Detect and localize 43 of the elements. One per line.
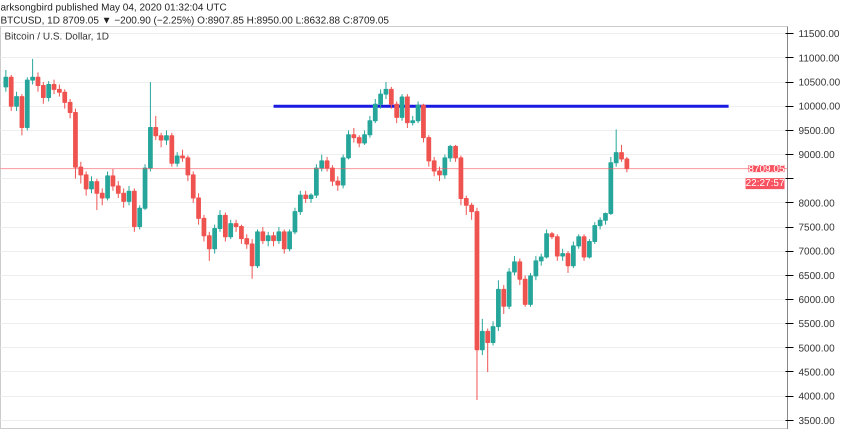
candlestick — [480, 318, 485, 356]
y-tick-label: 6500.00 — [798, 270, 836, 282]
candlestick — [174, 152, 180, 168]
candlestick — [126, 185, 132, 206]
y-tick-label: 6000.00 — [798, 295, 836, 306]
text: Bitcoin / U.S. Dollar, 1D — [4, 32, 109, 42]
y-tick-label: 7500.00 — [798, 222, 836, 234]
y-tick-label: 4500.00 — [798, 368, 836, 378]
candlestick — [260, 226, 266, 244]
y-tick-label: 7000.00 — [798, 246, 836, 258]
candlestick — [485, 328, 490, 372]
annotation: 22:27:57 — [746, 178, 785, 190]
candlestick — [501, 284, 506, 315]
y-tick-label: 3500.00 — [798, 416, 836, 427]
y-tick-label: 11500.00 — [798, 29, 840, 40]
y-tick-label: 9000.00 — [798, 150, 836, 162]
candlestick — [222, 212, 228, 242]
y-tick-label: 9500.00 — [798, 126, 836, 137]
candlestick — [89, 176, 94, 194]
candlestick — [228, 219, 234, 240]
y-tick-label: 5500.00 — [798, 319, 836, 330]
candlestick — [303, 190, 308, 204]
text: arksongbird published May 04, 2020 01:32:04 UTC — [0, 2, 227, 14]
candlestick — [582, 234, 586, 262]
candlestick — [46, 80, 52, 102]
text: BTCUSD, 1D 8709.05 ▼ −200.90 (−2.25%) O:8907.85 H:8950.00 L:8632.88 C:8709.05 — [0, 16, 390, 26]
candlestick — [164, 130, 169, 146]
y-tick-label: 10000.00 — [798, 102, 841, 113]
y-tick-label: 5000.00 — [798, 343, 836, 354]
candlestick — [266, 231, 271, 247]
y-tick-label: 8000.00 — [798, 198, 836, 210]
candlestick — [400, 94, 404, 122]
candlestick — [566, 250, 570, 274]
candlestick — [276, 226, 282, 244]
candlestick — [14, 91, 19, 112]
candlestick — [105, 170, 110, 201]
candlestick — [282, 228, 287, 254]
candlestick — [3, 69, 8, 92]
y-tick-label: 4000.00 — [798, 392, 836, 403]
y-tick-label: 11000.00 — [798, 53, 840, 64]
candlestick — [271, 231, 276, 247]
candlestick — [560, 248, 566, 262]
y-tick-label: 10500.00 — [798, 78, 841, 89]
